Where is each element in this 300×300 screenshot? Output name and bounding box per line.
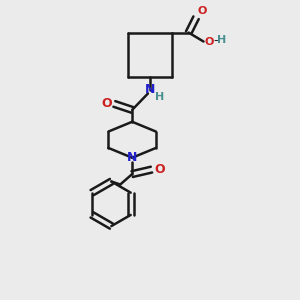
Text: N: N [145, 83, 155, 97]
Text: N: N [127, 151, 137, 164]
Text: O: O [205, 37, 214, 46]
Text: O: O [154, 163, 165, 176]
Text: O: O [102, 98, 112, 110]
Text: O: O [198, 6, 207, 16]
Text: H: H [217, 35, 226, 45]
Text: -: - [213, 34, 218, 47]
Text: H: H [155, 92, 164, 101]
